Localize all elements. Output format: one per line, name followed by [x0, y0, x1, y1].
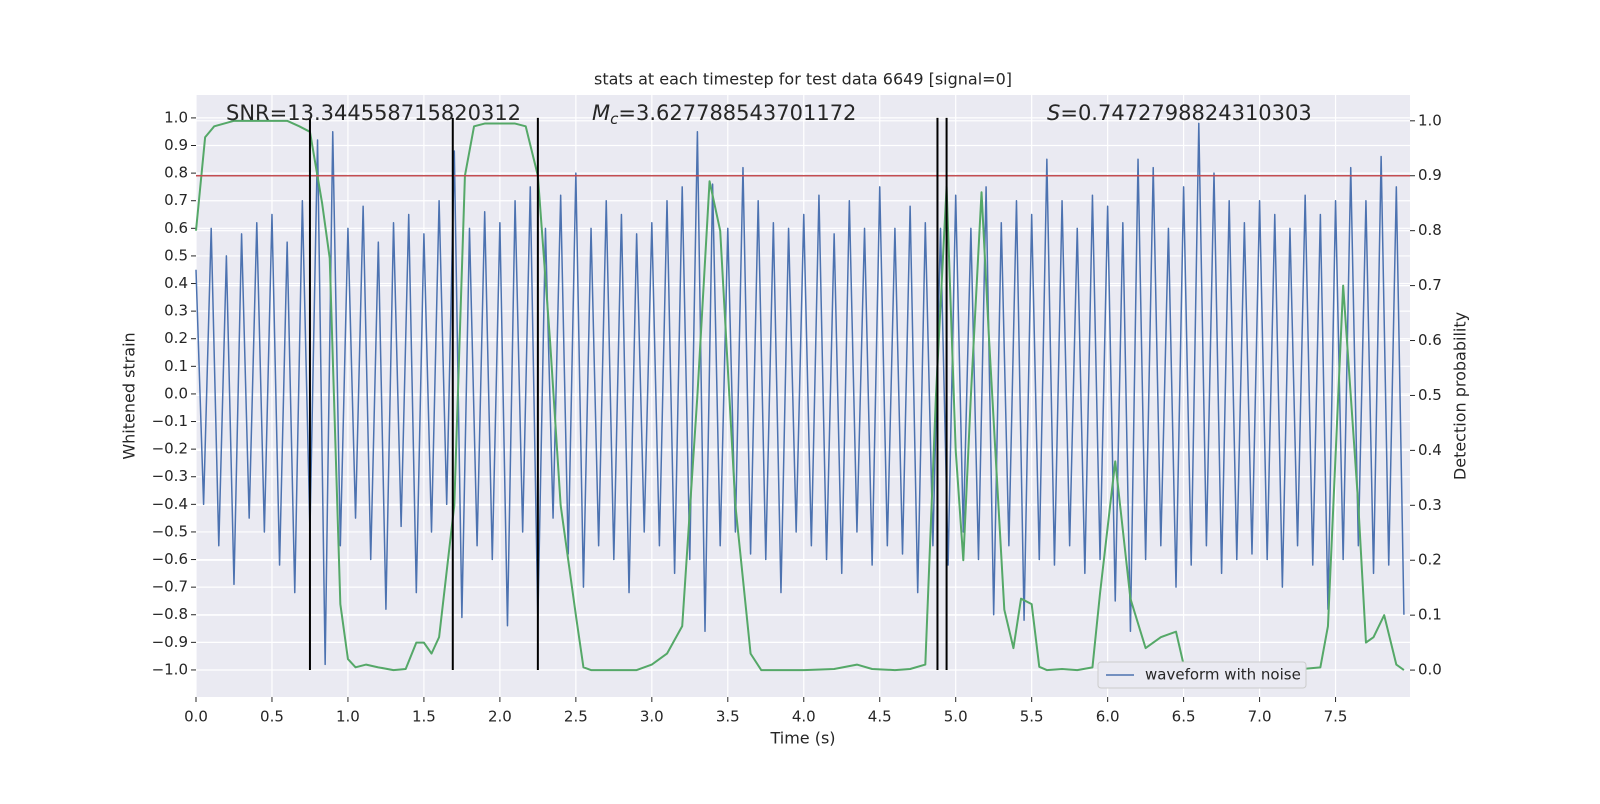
x-tick-label: 6.0: [1096, 708, 1120, 726]
x-tick-label: 3.5: [716, 708, 740, 726]
y-tick-label: −0.2: [152, 440, 188, 458]
y-tick-label: 0.3: [164, 302, 188, 320]
x-tick-label: 6.5: [1172, 708, 1196, 726]
y-axis-label: Whitened strain: [120, 332, 139, 459]
x-tick-label: 1.5: [412, 708, 436, 726]
x-tick-label: 3.0: [640, 708, 664, 726]
y-tick-label: −0.1: [152, 412, 188, 430]
y2-tick-label: 0.7: [1418, 276, 1442, 294]
y2-tick-label: 0.1: [1418, 606, 1442, 624]
data-line: [195, 122, 1405, 666]
y-tick-label: −0.3: [152, 467, 188, 485]
x-tick-label: 5.5: [1020, 708, 1044, 726]
data-line: [195, 119, 1405, 672]
annotation: Mc=3.627788543701172: [592, 101, 856, 128]
legend-label: waveform with noise: [1145, 666, 1301, 684]
y-tick-label: 0.8: [164, 164, 188, 182]
y-tick-label: −0.9: [152, 633, 188, 651]
y-tick-label: 0.0: [164, 384, 188, 402]
y-tick-label: 1.0: [164, 108, 188, 126]
x-tick-label: 7.5: [1324, 708, 1348, 726]
y-tick-label: 0.5: [164, 246, 188, 264]
annotation-text: =3.627788543701172: [618, 101, 856, 125]
annotation-symbol: S: [1047, 101, 1060, 125]
annotation-text: SNR=13.344558715820312: [226, 101, 521, 125]
x-tick-label: 0.0: [184, 708, 208, 726]
chart-title: stats at each timestep for test data 664…: [594, 70, 1012, 89]
x-tick-label: 7.0: [1248, 708, 1272, 726]
y2-tick-label: 0.2: [1418, 551, 1442, 569]
y2-tick-label: 0.3: [1418, 496, 1442, 514]
y-tick-label: −0.7: [152, 578, 188, 596]
y2-tick-label: 0.4: [1418, 441, 1442, 459]
x-tick-label: 4.5: [868, 708, 892, 726]
x-tick-label: 0.5: [260, 708, 284, 726]
y2-tick-label: 0.8: [1418, 221, 1442, 239]
y2-tick-label: 1.0: [1418, 111, 1442, 129]
y-tick-label: −0.6: [152, 550, 188, 568]
legend-box: [1097, 661, 1307, 689]
x-axis-label: Time (s): [769, 729, 835, 748]
y-tick-label: 0.4: [164, 274, 188, 292]
annotation-symbol: M: [592, 101, 610, 125]
y-tick-label: −0.4: [152, 495, 188, 513]
y-tick-label: −0.8: [152, 605, 188, 623]
annotation: SNR=13.344558715820312: [226, 101, 521, 125]
annotation-subscript: c: [610, 110, 619, 128]
y-tick-label: −0.5: [152, 522, 188, 540]
x-tick-label: 2.0: [488, 708, 512, 726]
x-tick-label: 1.0: [336, 708, 360, 726]
y2-tick-label: 0.9: [1418, 166, 1442, 184]
y-tick-label: 0.7: [164, 191, 188, 209]
y-tick-label: 0.1: [164, 357, 188, 375]
y-tick-label: −1.0: [152, 660, 188, 678]
y2-axis-label: Detection probability: [1451, 312, 1470, 480]
annotation: S=0.7472798824310303: [1047, 101, 1312, 125]
x-tick-label: 5.0: [944, 708, 968, 726]
y2-tick-label: 0.5: [1418, 386, 1442, 404]
y-tick-label: 0.6: [164, 219, 188, 237]
y-tick-label: 0.2: [164, 329, 188, 347]
y2-tick-label: 0.6: [1418, 331, 1442, 349]
x-tick-label: 4.0: [792, 708, 816, 726]
annotation-text: =0.7472798824310303: [1060, 101, 1311, 125]
x-tick-label: 2.5: [564, 708, 588, 726]
y-tick-label: 0.9: [164, 136, 188, 154]
y2-tick-label: 0.0: [1418, 661, 1442, 679]
